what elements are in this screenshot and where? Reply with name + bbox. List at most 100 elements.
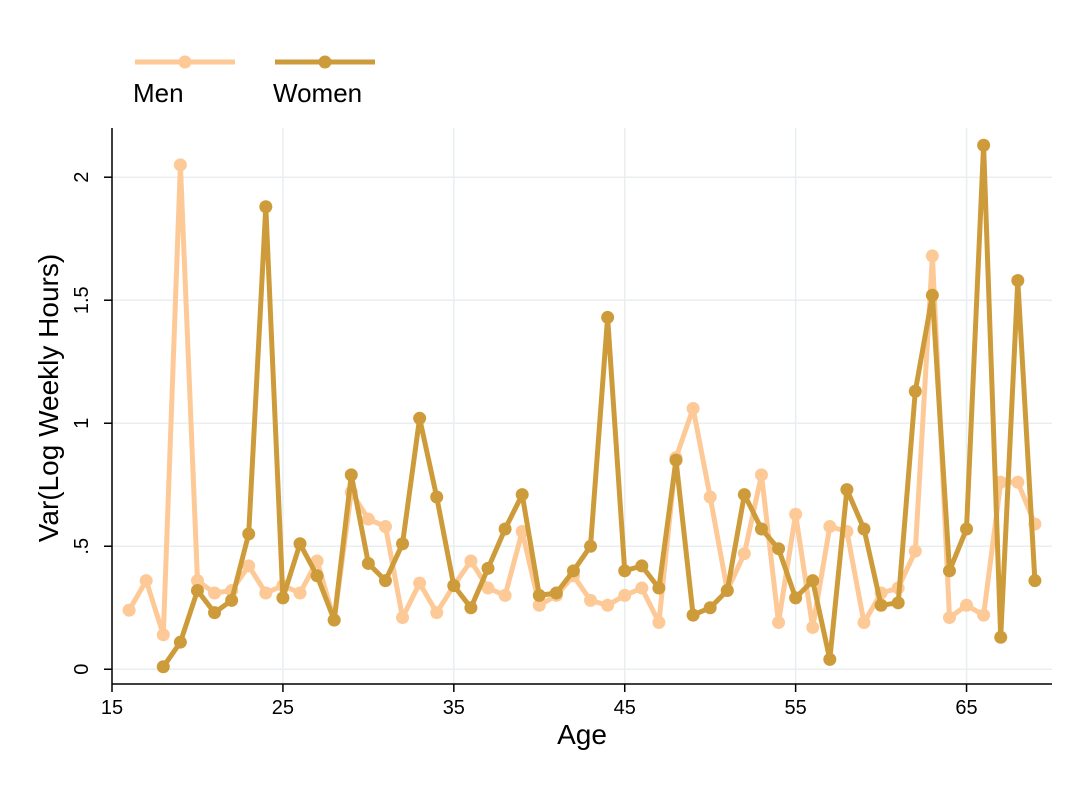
legend-item-women: Women: [273, 55, 375, 108]
data-point: [618, 588, 632, 602]
data-point: [481, 561, 495, 575]
data-point: [276, 591, 290, 605]
data-point: [601, 598, 615, 612]
data-point: [413, 411, 427, 425]
legend-item-men: Men: [133, 55, 235, 108]
data-point: [481, 581, 495, 595]
data-point: [396, 537, 410, 551]
data-point: [960, 598, 974, 612]
data-point: [1011, 475, 1025, 489]
data-point: [908, 544, 922, 558]
data-point: [635, 581, 649, 595]
y-tick-label: 1: [71, 418, 93, 429]
data-point: [925, 249, 939, 263]
data-point: [156, 628, 170, 642]
data-point: [378, 520, 392, 534]
data-point: [652, 615, 666, 629]
data-point: [310, 569, 324, 583]
data-point: [840, 483, 854, 497]
data-point: [378, 574, 392, 588]
data-point: [942, 611, 956, 625]
data-point: [584, 539, 598, 553]
data-point: [361, 556, 375, 570]
x-tick-label: 45: [614, 697, 636, 719]
series-layer: [122, 138, 1042, 674]
data-point: [994, 630, 1008, 644]
x-tick-label: 15: [101, 697, 123, 719]
data-point: [430, 606, 444, 620]
data-point: [925, 288, 939, 302]
data-point: [1028, 574, 1042, 588]
data-point: [549, 586, 563, 600]
data-point: [498, 588, 512, 602]
y-tick-label: .5: [71, 538, 93, 555]
data-point: [447, 579, 461, 593]
data-point: [310, 554, 324, 568]
data-point: [242, 527, 256, 541]
y-tick-label: 0: [71, 664, 93, 675]
x-tick-label: 55: [785, 697, 807, 719]
data-point: [242, 559, 256, 573]
data-point: [857, 522, 871, 536]
x-tick-label: 35: [443, 697, 465, 719]
data-point: [686, 401, 700, 415]
data-point: [806, 620, 820, 634]
data-point: [789, 591, 803, 605]
data-point: [259, 586, 273, 600]
data-point: [942, 564, 956, 578]
data-point: [532, 588, 546, 602]
data-point: [772, 542, 786, 556]
data-point: [703, 490, 717, 504]
data-point: [977, 138, 991, 152]
legend-swatch-marker: [318, 55, 332, 69]
x-axis-title: Age: [557, 719, 607, 750]
data-point: [327, 613, 341, 627]
data-point: [293, 537, 307, 551]
data-point: [960, 522, 974, 536]
data-point: [823, 652, 837, 666]
data-point: [396, 611, 410, 625]
data-point: [874, 598, 888, 612]
data-point: [754, 522, 768, 536]
data-point: [259, 200, 273, 214]
data-point: [430, 490, 444, 504]
data-point: [908, 384, 922, 398]
x-tick-label: 65: [955, 697, 977, 719]
legend: Men Women: [133, 55, 375, 108]
y-axis-title: Var(Log Weekly Hours): [33, 254, 64, 542]
data-point: [857, 615, 871, 629]
data-point: [190, 584, 204, 598]
grid: [111, 128, 1052, 684]
data-point: [823, 520, 837, 534]
data-point: [566, 564, 580, 578]
legend-label: Men: [133, 78, 184, 108]
data-point: [737, 547, 751, 561]
data-point: [652, 581, 666, 595]
data-point: [464, 554, 478, 568]
y-tick-label: 1.5: [71, 286, 93, 314]
data-point: [464, 601, 478, 615]
data-point: [156, 660, 170, 674]
data-point: [669, 453, 683, 467]
data-point: [789, 507, 803, 521]
data-point: [293, 586, 307, 600]
data-point: [225, 593, 239, 607]
data-point: [977, 608, 991, 622]
data-point: [754, 468, 768, 482]
data-point: [139, 574, 153, 588]
y-tick-label: 2: [71, 172, 93, 183]
data-point: [208, 586, 222, 600]
data-point: [772, 615, 786, 629]
data-point: [190, 574, 204, 588]
legend-swatch-marker: [178, 55, 192, 69]
data-point: [122, 603, 136, 617]
data-point: [584, 593, 598, 607]
x-tick-label: 25: [272, 697, 294, 719]
data-point: [173, 635, 187, 649]
data-point: [532, 598, 546, 612]
data-point: [1011, 274, 1025, 288]
data-point: [891, 596, 905, 610]
data-point: [737, 488, 751, 502]
